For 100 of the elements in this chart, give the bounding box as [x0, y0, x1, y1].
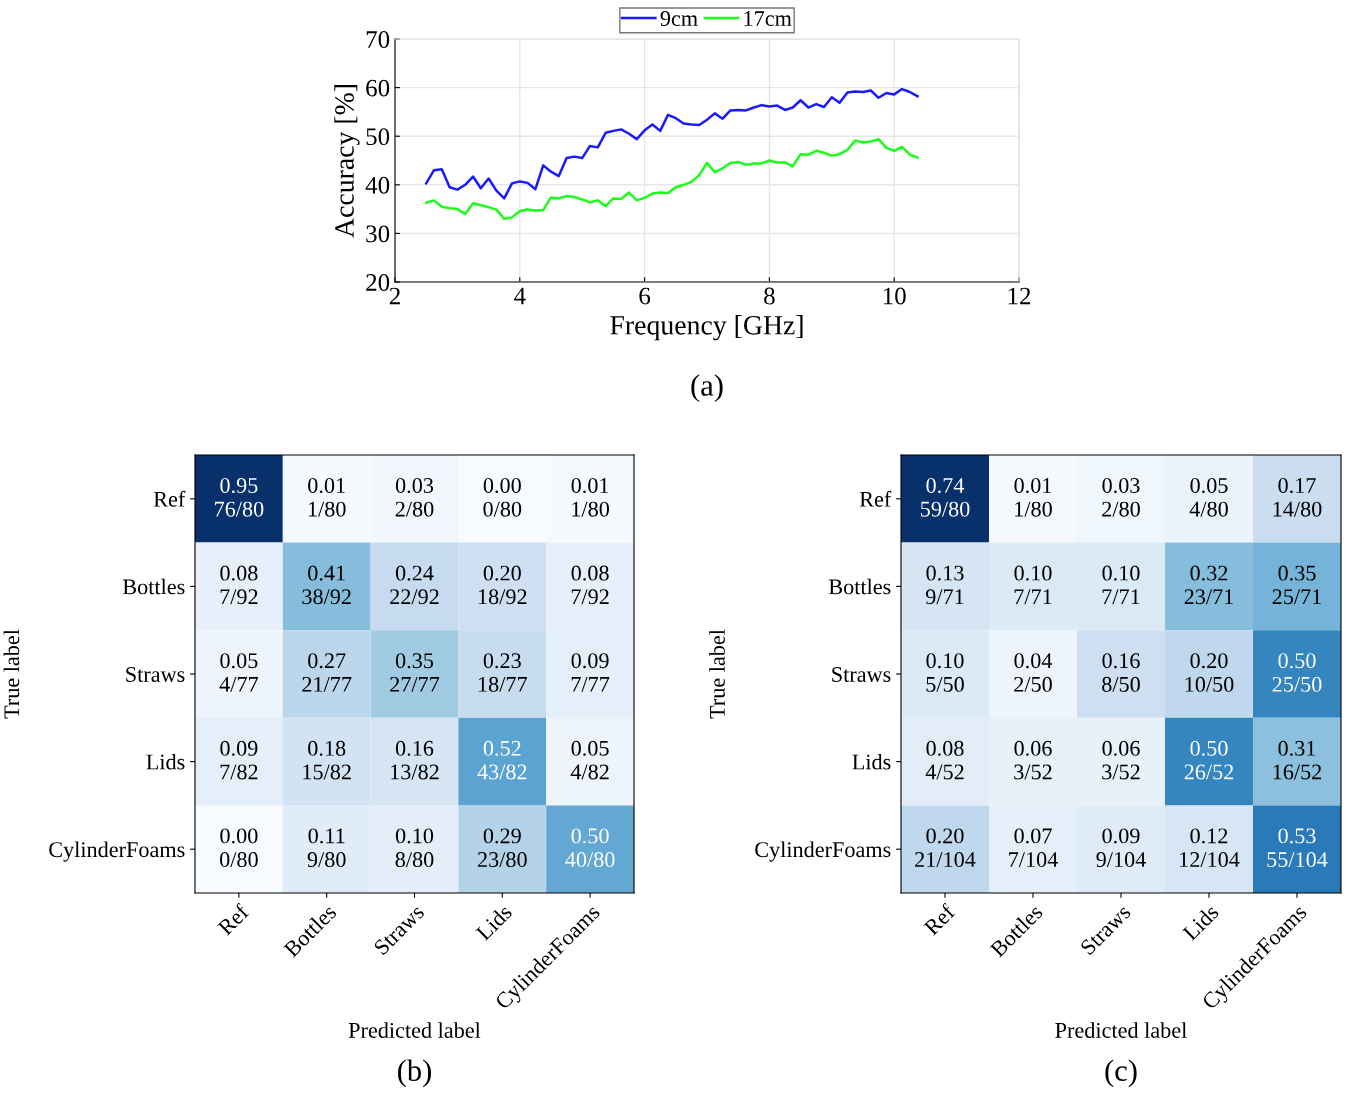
annotation: 7/71 [1014, 589, 1052, 605]
data-label: 0.31 [1278, 740, 1316, 756]
data-label: 0.53 [1278, 828, 1316, 844]
data-label: 0.07 [1014, 828, 1052, 844]
annotation: 2/50 [1014, 676, 1052, 692]
data-label: 0.03 [395, 477, 434, 494]
y-tick-label: Bottles [122, 578, 185, 595]
x-axis-title: Frequency [GHz] [610, 315, 803, 341]
text: (a) [691, 374, 723, 403]
data-label: 0.35 [395, 653, 434, 669]
annotation: 55/104 [1267, 852, 1328, 868]
annotation: 22/92 [390, 589, 439, 605]
text: (b) [398, 1059, 431, 1088]
data-label: 0.08 [220, 565, 258, 581]
data-label: 0.20 [926, 828, 964, 844]
data-label: 0.52 [483, 740, 521, 756]
annotation: 4/52 [925, 764, 964, 780]
legend-label: 9cm [660, 11, 698, 27]
data-label: 0.32 [1190, 565, 1228, 581]
x-tick-label: Ref [216, 902, 250, 937]
data-label: 0.35 [1278, 565, 1316, 581]
x-tick-label: 6 [639, 287, 651, 305]
annotation: 9/104 [1096, 852, 1146, 868]
data-label: 0.29 [483, 828, 521, 844]
data-label: 0.10 [395, 828, 434, 844]
data-label: 0.24 [395, 565, 434, 581]
data-label: 0.10 [1102, 565, 1140, 581]
data-label: 0.50 [1190, 740, 1228, 756]
y-tick-label: 60 [366, 79, 390, 97]
annotation: 12/104 [1180, 852, 1240, 868]
y-tick-label: 20 [366, 274, 390, 291]
annotation: 4/80 [1189, 501, 1228, 517]
data-label: 0.10 [1014, 565, 1052, 581]
y-tick-label: CylinderFoams [49, 841, 185, 862]
annotation: 7/77 [571, 676, 610, 692]
annotation: 25/50 [1272, 676, 1322, 692]
y-tick-label: Lids [852, 753, 891, 770]
data-label: 0.50 [1278, 653, 1316, 669]
line-series [424, 137, 919, 221]
data-label: 0.74 [926, 477, 965, 494]
annotation: 2/80 [1102, 501, 1140, 517]
annotation: 23/80 [477, 852, 527, 868]
annotation: 7/104 [1009, 852, 1058, 868]
annotation: 13/82 [391, 764, 439, 780]
annotation: 0/80 [219, 852, 258, 868]
annotation: 16/52 [1273, 764, 1322, 780]
data-label: 0.09 [571, 653, 609, 669]
annotation: 21/77 [302, 676, 352, 692]
annotation: 4/82 [570, 764, 609, 780]
annotation: 9/71 [925, 589, 964, 605]
y-tick-label: Ref [153, 490, 186, 507]
annotation: 76/80 [215, 501, 264, 517]
data-label: 0.13 [926, 565, 964, 581]
y-tick-label: 30 [366, 225, 390, 243]
data-label: 0.18 [308, 740, 346, 756]
data-label: 0.10 [926, 653, 964, 669]
annotation: 18/92 [478, 589, 527, 605]
annotation: 26/52 [1184, 764, 1234, 780]
data-label: 0.04 [1014, 653, 1053, 669]
annotation: 7/82 [220, 764, 258, 780]
legend-label: 17cm [744, 11, 792, 27]
y-axis-title: Accuracy [%] [334, 85, 360, 238]
data-label: 0.20 [483, 565, 521, 581]
data-label: 0.41 [308, 565, 345, 581]
data-label: 0.01 [1014, 477, 1052, 494]
data-label: 0.20 [1190, 653, 1228, 669]
x-tick-label: 12 [1008, 287, 1031, 305]
x-tick-label: Ref [922, 902, 957, 937]
annotation: 14/80 [1273, 501, 1322, 517]
data-label: 0.05 [220, 653, 258, 669]
x-tick-label: 2 [389, 287, 400, 305]
y-tick-label: 70 [366, 31, 390, 48]
annotation: 23/71 [1184, 589, 1233, 605]
x-tick-label: 10 [883, 287, 906, 305]
data-label: 0.09 [1102, 828, 1140, 844]
annotation: 9/80 [307, 852, 346, 868]
annotation: 3/52 [1102, 764, 1140, 780]
text: (c) [1105, 1059, 1137, 1088]
annotation: 5/50 [926, 676, 964, 692]
annotation: 1/80 [308, 501, 346, 517]
annotation: 4/77 [219, 676, 259, 692]
data-label: 0.05 [1190, 477, 1228, 494]
x-axis-title: Predicted label [348, 1022, 481, 1038]
annotation: 27/77 [390, 676, 440, 692]
annotation: 7/92 [220, 589, 258, 605]
annotation: 7/92 [571, 589, 609, 605]
annotation: 18/77 [478, 676, 527, 692]
data-label: 0.00 [220, 828, 258, 844]
data-label: 0.01 [571, 477, 609, 494]
data-label: 0.11 [308, 828, 345, 844]
data-label: 0.50 [571, 828, 609, 844]
annotation: 15/82 [303, 764, 351, 780]
x-tick-label: 8 [764, 287, 775, 305]
y-tick-label: 50 [366, 128, 390, 146]
y-tick-label: Bottles [828, 578, 891, 595]
y-tick-label: Ref [859, 490, 892, 507]
line-series [424, 87, 919, 200]
y-tick-label: Lids [146, 753, 185, 770]
data-label: 0.01 [308, 477, 345, 494]
y-tick-label: Straws [832, 666, 891, 682]
